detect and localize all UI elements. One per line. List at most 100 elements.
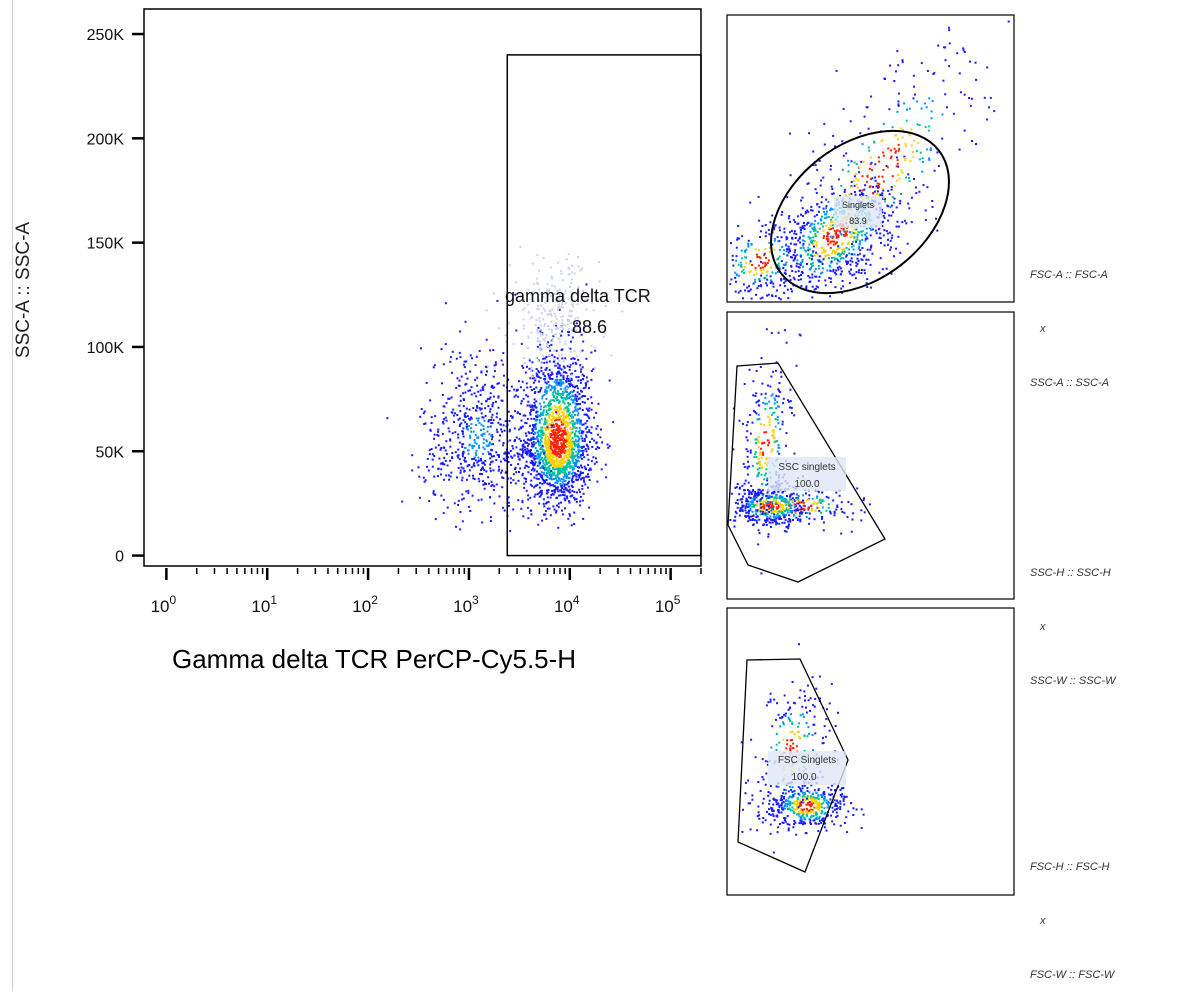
event-dot	[582, 454, 584, 456]
event-dot	[897, 221, 899, 223]
event-dot	[472, 407, 474, 409]
event-dot	[808, 182, 810, 184]
event-dot	[820, 512, 822, 514]
event-dot	[557, 489, 559, 491]
event-dot	[518, 438, 520, 440]
event-dot	[856, 163, 858, 165]
event-dot	[530, 473, 532, 475]
event-dot	[860, 519, 862, 521]
event-dot	[884, 217, 886, 219]
event-dot	[485, 415, 487, 417]
event-dot	[540, 377, 542, 379]
event-dot	[841, 501, 843, 503]
event-dot	[765, 502, 767, 504]
event-dot	[804, 785, 806, 787]
event-dot	[823, 237, 825, 239]
event-dot	[878, 237, 880, 239]
event-dot	[536, 254, 538, 256]
event-dot	[451, 411, 453, 413]
singlets-panel: Singlets 83.9	[727, 15, 1014, 326]
event-dot	[589, 479, 591, 481]
event-dot	[758, 405, 760, 407]
event-dot	[591, 438, 593, 440]
event-dot	[756, 463, 758, 465]
event-dot	[557, 357, 559, 359]
event-dot	[478, 417, 480, 419]
event-dot	[530, 480, 532, 482]
event-dot	[532, 263, 534, 265]
event-dot	[550, 389, 552, 391]
event-dot	[766, 524, 768, 526]
event-dot	[910, 160, 912, 162]
event-dot	[922, 161, 924, 163]
event-dot	[558, 460, 560, 462]
event-dot	[730, 242, 732, 244]
event-dot	[532, 407, 534, 409]
event-dot	[787, 289, 789, 291]
event-dot	[478, 445, 480, 447]
event-dot	[477, 464, 479, 466]
event-dot	[522, 309, 524, 311]
event-dot	[843, 248, 845, 250]
event-dot	[839, 230, 841, 232]
event-dot	[576, 396, 578, 398]
event-dot	[578, 266, 580, 268]
event-dot	[828, 277, 830, 279]
event-dot	[549, 347, 551, 349]
event-dot	[766, 479, 768, 481]
event-dot	[557, 428, 559, 430]
event-dot	[482, 466, 484, 468]
event-dot	[581, 477, 583, 479]
event-dot	[893, 255, 895, 257]
event-dot	[588, 507, 590, 509]
event-dot	[533, 283, 535, 285]
event-dot	[858, 269, 860, 271]
event-dot	[760, 423, 762, 425]
event-dot	[478, 401, 480, 403]
event-dot	[797, 240, 799, 242]
event-dot	[757, 515, 759, 517]
event-dot	[492, 436, 494, 438]
event-dot	[778, 332, 780, 334]
event-dot	[535, 324, 537, 326]
event-dot	[803, 247, 805, 249]
event-dot	[543, 325, 545, 327]
event-dot	[960, 91, 962, 93]
event-dot	[544, 323, 546, 325]
event-dot	[557, 309, 559, 311]
event-dot	[524, 441, 526, 443]
event-dot	[754, 279, 756, 281]
event-dot	[795, 271, 797, 273]
event-dot	[900, 193, 902, 195]
event-dot	[459, 442, 461, 444]
event-dot	[832, 135, 834, 137]
event-dot	[551, 387, 553, 389]
event-dot	[449, 460, 451, 462]
event-dot	[784, 530, 786, 532]
event-dot	[820, 223, 822, 225]
event-dot	[536, 368, 538, 370]
event-dot	[864, 184, 866, 186]
event-dot	[800, 274, 802, 276]
event-dot	[928, 130, 930, 132]
event-dot	[569, 435, 571, 437]
event-dot	[840, 185, 842, 187]
event-dot	[479, 422, 481, 424]
event-dot	[511, 445, 513, 447]
event-dot	[450, 356, 452, 358]
event-dot	[800, 229, 802, 231]
event-dot	[857, 254, 859, 256]
event-dot	[577, 380, 579, 382]
event-dot	[572, 469, 574, 471]
event-dot	[529, 368, 531, 370]
event-dot	[561, 319, 563, 321]
event-dot	[846, 831, 848, 833]
event-dot	[928, 125, 930, 127]
event-dot	[783, 292, 785, 294]
event-dot	[912, 151, 914, 153]
event-dot	[794, 249, 796, 251]
event-dot	[488, 453, 490, 455]
event-dot	[798, 270, 800, 272]
event-dot	[772, 804, 774, 806]
event-dot	[574, 273, 576, 275]
